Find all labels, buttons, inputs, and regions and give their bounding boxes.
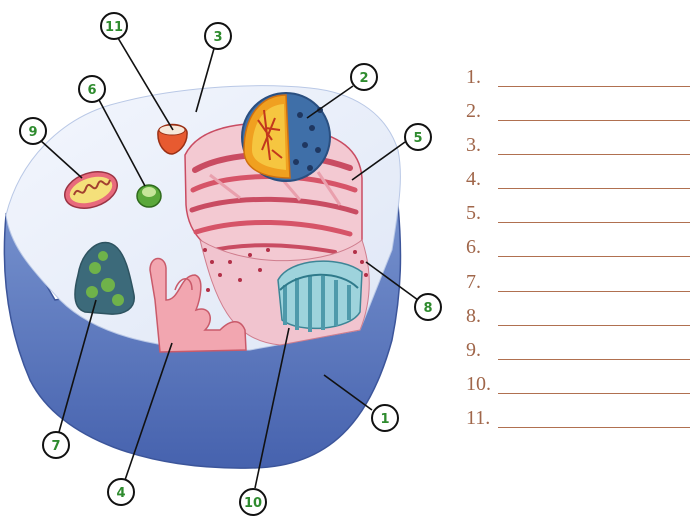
vesicle bbox=[136, 184, 162, 208]
callout-9: 9 bbox=[19, 117, 47, 145]
answer-blank-number: 11. bbox=[466, 406, 491, 429]
answer-blank-row[interactable]: 11. bbox=[462, 401, 694, 435]
answer-blank-row[interactable]: 6. bbox=[462, 230, 694, 264]
answer-blank-number: 5. bbox=[466, 202, 481, 225]
callout-11: 11 bbox=[100, 12, 128, 40]
answer-blank-number: 1. bbox=[466, 66, 481, 88]
answer-blank-line[interactable] bbox=[498, 86, 690, 87]
answer-blank-line[interactable] bbox=[498, 154, 690, 156]
svg-text:6: 6 bbox=[87, 83, 96, 98]
answer-blank-line[interactable] bbox=[498, 290, 690, 292]
golgi-apparatus bbox=[277, 260, 363, 332]
callout-3: 3 bbox=[204, 22, 232, 50]
callout-4: 4 bbox=[107, 478, 135, 506]
answer-blank-line[interactable] bbox=[498, 426, 690, 428]
answer-blank-number: 2. bbox=[466, 100, 481, 123]
answer-blank-line[interactable] bbox=[498, 324, 690, 326]
leader-lines bbox=[39, 37, 419, 489]
answer-blank-row[interactable]: 2. bbox=[462, 94, 694, 128]
answer-blank-line[interactable] bbox=[498, 222, 690, 224]
peroxisome bbox=[157, 123, 188, 155]
svg-text:9: 9 bbox=[28, 125, 37, 140]
svg-text:2: 2 bbox=[359, 71, 368, 86]
callout-10: 10 bbox=[239, 488, 267, 516]
answer-blanks: 1. 2. 3. 4. 5. 6. 7. 8. 9. 10. 11. bbox=[462, 60, 694, 435]
svg-text:11: 11 bbox=[105, 20, 123, 35]
answer-blank-line[interactable] bbox=[498, 188, 690, 190]
callout-7: 7 bbox=[42, 431, 70, 459]
callout-5: 5 bbox=[404, 123, 432, 151]
answer-blank-row[interactable]: 10. bbox=[462, 367, 694, 401]
answer-blank-number: 9. bbox=[466, 338, 481, 361]
smooth-er bbox=[149, 257, 247, 353]
svg-text:8: 8 bbox=[423, 301, 432, 316]
callout-6: 6 bbox=[78, 75, 106, 103]
answer-blank-row[interactable]: 8. bbox=[462, 299, 694, 333]
answer-blank-line[interactable] bbox=[498, 256, 690, 258]
answer-blank-row[interactable]: 9. bbox=[462, 333, 694, 367]
answer-blank-line[interactable] bbox=[498, 120, 690, 122]
answer-blank-line[interactable] bbox=[498, 392, 690, 394]
svg-text:1: 1 bbox=[380, 412, 389, 427]
answer-blank-number: 4. bbox=[466, 168, 481, 191]
answer-blank-row[interactable]: 5. bbox=[462, 196, 694, 230]
svg-text:4: 4 bbox=[116, 486, 125, 501]
answer-blank-number: 10. bbox=[466, 372, 491, 395]
answer-blank-number: 8. bbox=[466, 304, 481, 327]
svg-text:3: 3 bbox=[213, 30, 222, 45]
answer-blank-row[interactable]: 1. bbox=[462, 60, 694, 94]
answer-blank-line[interactable] bbox=[498, 358, 690, 360]
nucleus bbox=[241, 92, 331, 182]
callout-2: 2 bbox=[350, 63, 378, 91]
answer-blank-number: 3. bbox=[466, 134, 481, 157]
answer-blank-number: 6. bbox=[466, 236, 481, 259]
lysosome bbox=[74, 241, 135, 315]
answer-blank-number: 7. bbox=[466, 270, 481, 293]
answer-blank-row[interactable]: 4. bbox=[462, 162, 694, 196]
answer-blank-row[interactable]: 3. bbox=[462, 128, 694, 162]
svg-text:7: 7 bbox=[51, 439, 60, 454]
mitochondrion bbox=[64, 171, 118, 209]
answer-blank-row[interactable]: 7. bbox=[462, 265, 694, 299]
callout-1: 1 bbox=[371, 404, 399, 432]
callout-8: 8 bbox=[414, 293, 442, 321]
svg-text:10: 10 bbox=[244, 496, 262, 511]
svg-text:5: 5 bbox=[413, 131, 422, 146]
